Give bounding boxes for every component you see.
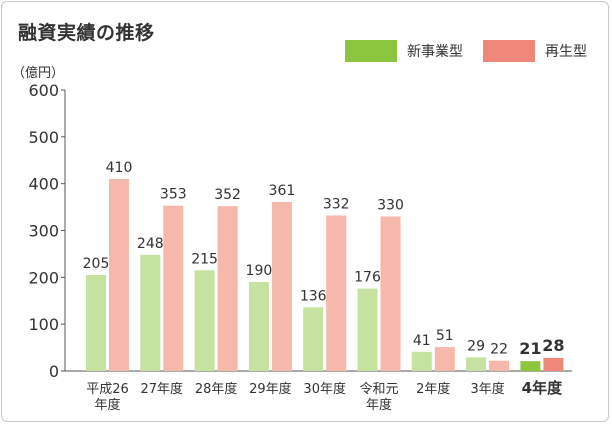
y-tick-label: 600 [28, 81, 59, 100]
bar-new-business [411, 351, 432, 371]
legend-label-new: 新事業型 [407, 44, 463, 60]
data-label-new-business: 176 [354, 270, 381, 286]
legend-label-re: 再生型 [545, 44, 587, 60]
bar-new-business [303, 307, 324, 371]
bar-restructuring [217, 206, 238, 371]
legend-swatch-re [483, 40, 535, 62]
bar-new-business [140, 254, 161, 371]
data-label-new-business: 29 [467, 338, 485, 354]
bar-restructuring [326, 215, 347, 371]
data-label-new-business: 41 [413, 333, 431, 349]
data-label-restructuring: 353 [160, 187, 187, 203]
y-tick-label: 200 [28, 268, 59, 287]
bar-new-business [466, 357, 487, 371]
x-tick-label: 4年度 [522, 379, 563, 397]
data-label-restructuring: 410 [106, 160, 133, 176]
x-tick-label: 2年度 [416, 381, 450, 397]
bar-new-business [86, 274, 106, 371]
chart-title: 融資実績の推移 [18, 22, 155, 44]
legend-item-re: 再生型 [483, 40, 587, 62]
x-tick-label: 29年度 [249, 381, 292, 397]
y-axis-unit-label: （億円） [12, 66, 65, 81]
data-label-new-business: 21 [519, 339, 541, 358]
data-label-new-business: 248 [137, 236, 164, 252]
y-tick-label: 300 [28, 222, 59, 241]
x-tick-label: 平成26 [86, 382, 129, 397]
legend-swatch-new [345, 40, 397, 62]
bar-restructuring [434, 347, 455, 371]
bar-new-business [248, 282, 269, 371]
data-label-new-business: 190 [246, 263, 273, 279]
data-label-restructuring: 361 [269, 183, 296, 199]
bar-new-business [357, 288, 378, 371]
x-tick-label: 30年度 [303, 381, 346, 397]
bar-restructuring [109, 178, 129, 371]
data-label-restructuring: 28 [542, 336, 564, 355]
bar-new-business [520, 361, 541, 371]
data-label-restructuring: 330 [377, 197, 404, 213]
data-label-restructuring: 22 [490, 342, 508, 358]
bar-restructuring [163, 205, 184, 371]
data-label-new-business: 215 [191, 251, 218, 267]
data-label-restructuring: 332 [323, 197, 350, 213]
data-label-restructuring: 352 [214, 187, 241, 203]
data-label-restructuring: 51 [436, 328, 454, 344]
legend-item-new: 新事業型 [345, 40, 463, 62]
x-tick-label: 年度 [366, 397, 392, 413]
y-tick-label: 0 [49, 362, 59, 381]
y-tick-label: 500 [28, 128, 59, 147]
x-tick-label: 年度 [94, 397, 120, 413]
bar-restructuring [543, 357, 564, 371]
bar-restructuring [380, 216, 401, 371]
x-tick-label: 28年度 [195, 381, 238, 397]
data-label-new-business: 205 [83, 256, 110, 272]
x-tick-label: 27年度 [141, 381, 184, 397]
x-tick-label: 令和元 [359, 382, 398, 397]
bar-restructuring [271, 201, 292, 371]
bar-restructuring [489, 360, 510, 371]
bar-new-business [194, 270, 215, 371]
y-tick-label: 400 [28, 175, 59, 194]
y-tick-label: 100 [28, 315, 59, 334]
x-tick-label: 3年度 [470, 381, 504, 397]
data-label-new-business: 136 [300, 288, 327, 304]
